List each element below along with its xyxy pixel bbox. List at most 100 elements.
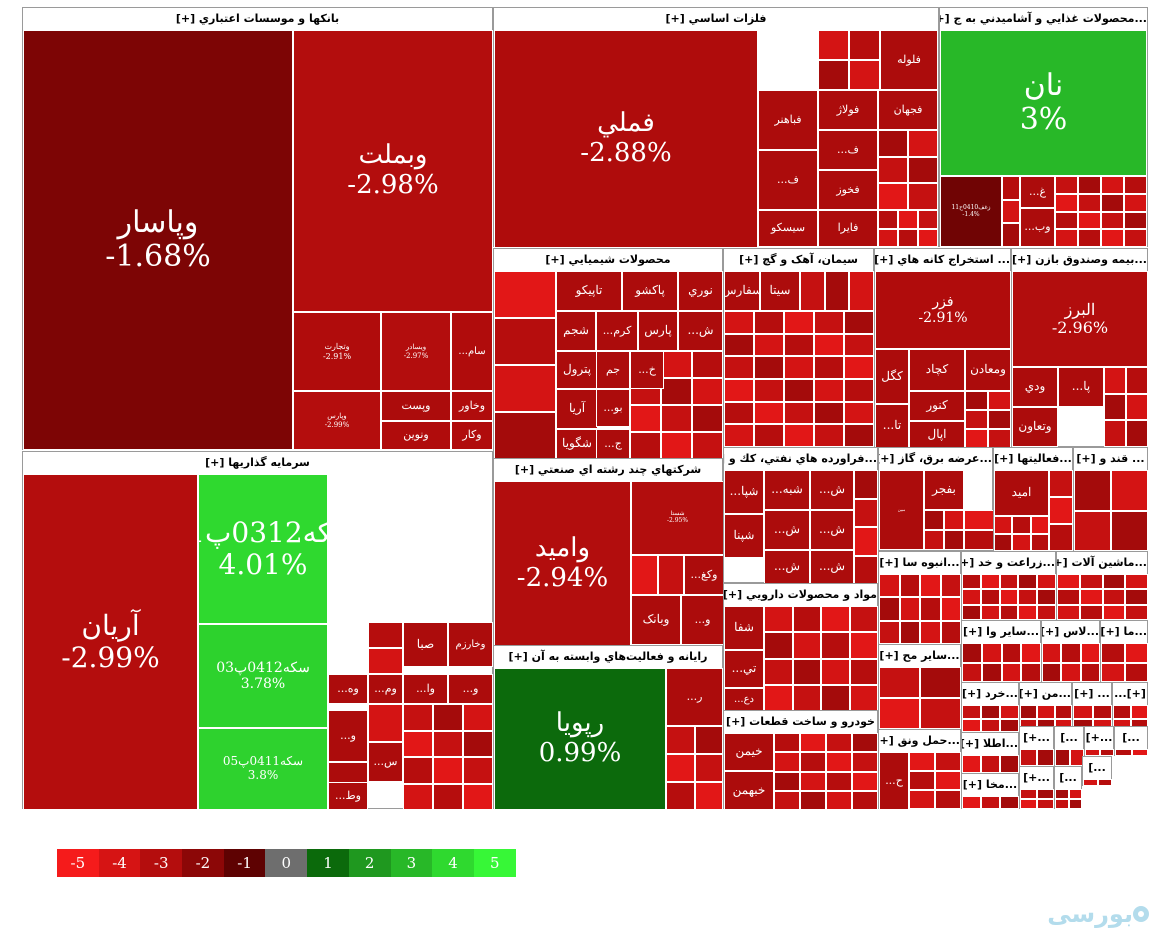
sector-title[interactable]: ... قند و [+] bbox=[1076, 452, 1145, 465]
sector-title[interactable]: ... استخراج کانه هاي [+] bbox=[875, 253, 1010, 266]
stock-tile[interactable]: اپال bbox=[909, 421, 965, 448]
sector-block[interactable]: ...ماشين آلات [+] bbox=[1056, 551, 1148, 620]
stock-tile[interactable]: ...ش bbox=[764, 550, 810, 584]
stock-tile[interactable]: فزر -2.91% bbox=[875, 271, 1011, 349]
sector-block[interactable]: ...محصولات غذايي و آشاميدني به ج [+] نان 3… bbox=[939, 7, 1148, 247]
sector-block[interactable]: رايانه و فعاليت‌هاي وابسته به آن [+] رپوي… bbox=[493, 645, 723, 810]
stock-tile[interactable]: وتعاون bbox=[1012, 407, 1058, 447]
stock-tile[interactable]: فباهنر bbox=[758, 90, 818, 150]
sector-block[interactable]: بانکها و موسسات اعتباري [+] وپاسار -1.68% و… bbox=[22, 7, 493, 450]
sector-title[interactable]: ...+] bbox=[1023, 771, 1050, 784]
sector-title[interactable]: ...اطلا [+] bbox=[962, 737, 1018, 750]
sector-title[interactable]: ...محصولات غذايي و آشاميدني به ج [+] bbox=[940, 12, 1147, 25]
stock-tile[interactable]: کگل bbox=[875, 349, 909, 404]
sector-block[interactable]: [+]... bbox=[1112, 682, 1148, 732]
stock-tile[interactable]: ...س bbox=[368, 742, 403, 782]
stock-tile[interactable]: ...ش bbox=[810, 510, 854, 550]
stock-tile[interactable]: سيسکو bbox=[758, 210, 818, 247]
stock-tile[interactable]: پاکشو bbox=[622, 271, 678, 311]
sector-block[interactable]: ...اطلا [+] bbox=[961, 732, 1019, 773]
stock-tile[interactable]: ...تا bbox=[875, 404, 909, 448]
stock-tile[interactable]: نوري bbox=[678, 271, 723, 311]
sector-title[interactable]: رايانه و فعاليت‌هاي وابسته به آن [+] bbox=[508, 650, 708, 663]
stock-tile[interactable]: مبين bbox=[879, 470, 924, 550]
sector-title[interactable]: سرمايه گذاريها [+] bbox=[205, 456, 310, 469]
stock-tile[interactable]: وکار bbox=[451, 421, 493, 450]
sector-block[interactable]: ...من [+] bbox=[1019, 682, 1072, 732]
sector-title[interactable]: شرکتهاي چند رشته اي صنعتي [+] bbox=[514, 463, 702, 476]
stock-tile[interactable]: وپست bbox=[381, 391, 451, 421]
sector-title[interactable]: ...] bbox=[1088, 761, 1106, 774]
stock-tile[interactable]: خيمن bbox=[724, 733, 774, 771]
stock-tile[interactable]: تاپيکو bbox=[556, 271, 622, 311]
sector-title[interactable]: سيمان، آهک و گچ [+] bbox=[739, 253, 858, 266]
sector-block[interactable]: سرمايه گذاريها [+]آريان-2.99%سکه0312پ014… bbox=[22, 451, 493, 810]
stock-tile[interactable]: ...و bbox=[448, 674, 493, 704]
sector-title[interactable]: ...+] bbox=[1085, 731, 1113, 744]
sector-block[interactable]: ...] bbox=[1114, 726, 1148, 756]
stock-tile[interactable]: رپويا 0.99% bbox=[494, 668, 666, 810]
stock-tile[interactable]: فايرا bbox=[818, 210, 878, 247]
stock-tile[interactable]: ...دع bbox=[724, 688, 764, 711]
sector-block[interactable]: ...+] bbox=[1019, 726, 1054, 766]
stock-tile[interactable]: نان 3% bbox=[940, 30, 1147, 176]
sector-title[interactable]: ...عرضه برق، گاز [+] bbox=[879, 452, 992, 465]
sector-title[interactable]: مواد و محصولات دارويي [+] bbox=[724, 588, 877, 601]
sector-block[interactable]: ...فعاليتها [+] اميد bbox=[993, 447, 1073, 551]
sector-block[interactable]: خودرو و ساخت قطعات [+] خيمن خبهمن bbox=[723, 710, 878, 810]
sector-title[interactable]: ...] bbox=[1122, 731, 1140, 744]
stock-tile[interactable]: ...و bbox=[328, 710, 368, 762]
stock-tile[interactable]: ...غ bbox=[1020, 176, 1055, 208]
stock-tile[interactable]: البرز -2.96% bbox=[1012, 271, 1148, 367]
stock-tile[interactable]: ...وب bbox=[1020, 208, 1055, 247]
sector-title[interactable]: فلزات اساسي [+] bbox=[665, 12, 767, 25]
stock-tile[interactable]: وبملت -2.98% bbox=[293, 30, 493, 312]
stock-tile[interactable]: ...ح bbox=[879, 752, 909, 810]
sector-title[interactable]: ... [+] bbox=[1074, 687, 1110, 700]
sector-block[interactable]: فلزات اساسي [+] فملي -2.88% فلوله فولاژ فجهان… bbox=[493, 7, 939, 248]
stock-tile[interactable]: پترول bbox=[556, 351, 598, 389]
stock-tile[interactable]: ...ش bbox=[810, 550, 854, 584]
sector-block[interactable]: ...بيمه وصندوق بازن [+] البرز -2.96% ودي...… bbox=[1011, 248, 1148, 447]
stock-tile[interactable]: وپاسار -1.68% bbox=[23, 30, 293, 450]
sector-block[interactable]: ... قند و [+] bbox=[1073, 447, 1148, 551]
stock-tile[interactable]: وتجارت -2.91% bbox=[293, 312, 381, 391]
stock-tile[interactable]: سکه0412پ03 3.78% bbox=[198, 624, 328, 728]
sector-title[interactable]: [+]... bbox=[1114, 687, 1146, 700]
sector-block[interactable]: ...عرضه برق، گاز [+] بفجر مبين bbox=[878, 447, 994, 551]
sector-block[interactable]: ...لاس [+] bbox=[1041, 620, 1100, 682]
sector-block[interactable]: ...ساير مح [+] bbox=[878, 644, 961, 729]
stock-tile[interactable]: آريان -2.99% bbox=[23, 474, 198, 810]
stock-tile[interactable]: ...خ bbox=[630, 351, 664, 389]
sector-block[interactable]: ...] bbox=[1054, 766, 1082, 809]
sector-block[interactable]: ...] bbox=[1054, 726, 1084, 766]
sector-title[interactable]: ...حمل ونق [+] bbox=[879, 734, 960, 747]
stock-tile[interactable]: ويسادر -2.97% bbox=[381, 312, 451, 391]
stock-tile[interactable]: ...ج bbox=[596, 429, 630, 459]
stock-tile[interactable]: زغف0410ح11 -1.4% bbox=[940, 176, 1002, 247]
stock-tile[interactable]: ...شبه bbox=[764, 470, 810, 510]
sector-title[interactable]: بانکها و موسسات اعتباري [+] bbox=[175, 12, 340, 25]
sector-title[interactable]: ...ساير مح [+] bbox=[879, 649, 960, 662]
stock-tile[interactable]: ...ش bbox=[810, 470, 854, 510]
stock-tile[interactable]: واميد -2.94% bbox=[494, 481, 631, 646]
sector-title[interactable]: ...انبوه سا [+] bbox=[879, 556, 960, 569]
sector-block[interactable]: ...زراعت و خد [+] bbox=[961, 551, 1056, 620]
sector-block[interactable]: ... [+] bbox=[1072, 682, 1112, 732]
stock-tile[interactable]: سيتا bbox=[760, 271, 800, 311]
stock-tile[interactable]: فولاژ bbox=[818, 90, 878, 130]
sector-block[interactable]: مواد و محصولات دارويي [+] شفا ...تي ...دع bbox=[723, 583, 878, 711]
sector-block[interactable]: ...فراورده هاي نفتي، کك و [+] ...شبه ...ش.… bbox=[723, 447, 878, 584]
sector-block[interactable]: ...انبوه سا [+] bbox=[878, 551, 961, 644]
stock-tile[interactable]: کنور bbox=[909, 391, 965, 421]
stock-tile[interactable]: ...پا bbox=[1058, 367, 1104, 407]
stock-tile[interactable]: ...ر bbox=[666, 668, 723, 726]
sector-block[interactable]: ...خرد [+] bbox=[961, 682, 1019, 732]
sector-block[interactable]: ...ما [+] bbox=[1100, 620, 1148, 682]
stock-tile[interactable]: ...وه bbox=[328, 674, 368, 704]
sector-block[interactable]: سيمان، آهک و گچ [+] سيتا سفارس bbox=[723, 248, 874, 447]
sector-title[interactable]: ...من [+] bbox=[1020, 687, 1071, 700]
sector-block[interactable]: ...مخا [+] bbox=[961, 773, 1019, 809]
sector-title[interactable]: ...بيمه وصندوق بازن [+] bbox=[1012, 253, 1147, 266]
stock-tile[interactable]: ...وم bbox=[368, 674, 403, 704]
